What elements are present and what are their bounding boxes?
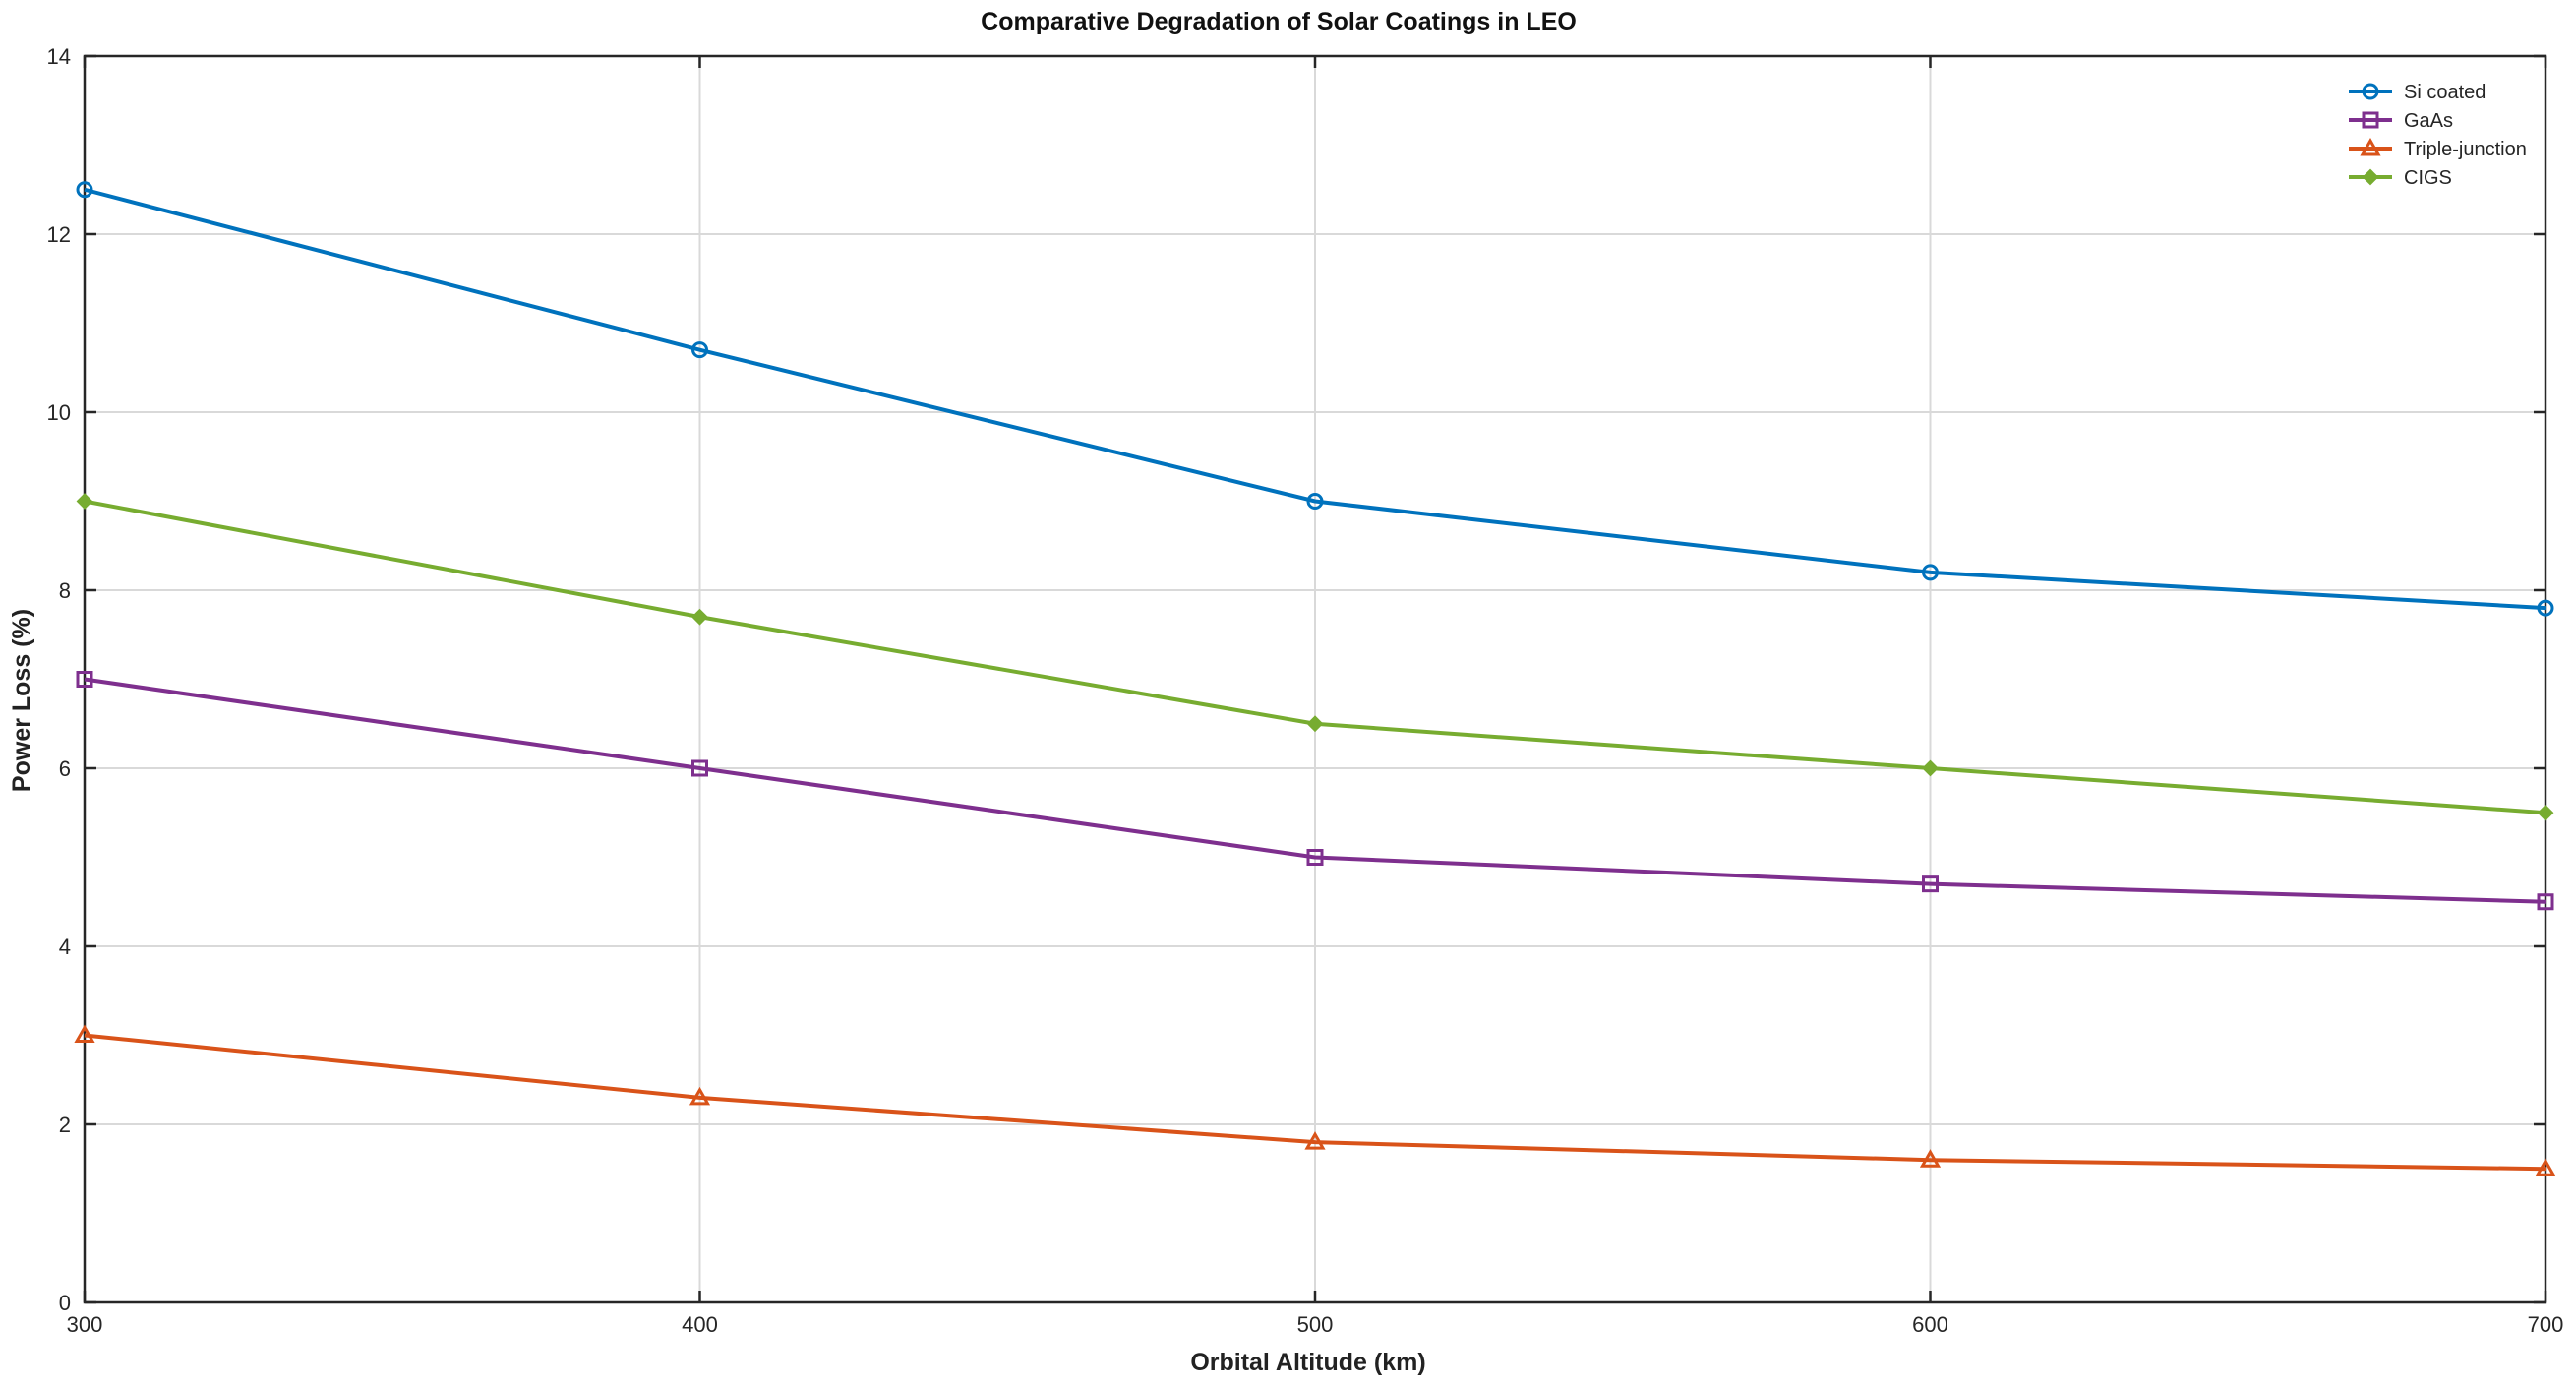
- series-triple-junction: [74, 1024, 2556, 1176]
- data-point-gaas: [1922, 875, 1939, 893]
- series-si-coated: [76, 181, 2554, 617]
- grid-layer: [85, 56, 2546, 1302]
- data-point-triple-junction: [1304, 1131, 1326, 1150]
- y-tick-label: 10: [47, 400, 71, 425]
- x-tick-label: 300: [67, 1312, 103, 1337]
- data-point-si-coated: [691, 341, 708, 359]
- legend: Si coated GaAs Triple-junction CIGS: [2349, 82, 2527, 189]
- legend-label: CIGS: [2404, 167, 2452, 189]
- data-point-cigs: [691, 608, 708, 626]
- x-tick-label: 500: [1297, 1312, 1334, 1337]
- y-tick-label: 12: [47, 222, 71, 247]
- legend-item-si-coated: Si coated: [2349, 82, 2486, 103]
- legend-label: Triple-junction: [2404, 139, 2527, 160]
- legend-item-triple-junction: Triple-junction: [2349, 137, 2527, 160]
- series-line-si-coated: [84, 187, 2546, 611]
- data-point-si-coated: [1306, 493, 1324, 510]
- series-line-triple-junction: [84, 1033, 2546, 1172]
- data-point-gaas: [691, 759, 708, 777]
- y-tick-label: 4: [59, 935, 71, 959]
- y-tick-label: 2: [59, 1113, 71, 1137]
- legend-marker: [2362, 83, 2379, 100]
- series-layer: [74, 181, 2556, 1176]
- data-point-si-coated: [2537, 599, 2554, 617]
- legend-marker: [2360, 137, 2381, 156]
- x-tick-label: 400: [682, 1312, 718, 1337]
- data-point-cigs: [1922, 759, 1939, 777]
- y-tick-label: 6: [59, 756, 71, 781]
- axes-layer: 0 2 4 6 8 10 12 14 300 400 500 600 700: [47, 44, 2564, 1337]
- legend-marker: [2362, 111, 2379, 129]
- data-point-gaas: [2537, 893, 2554, 911]
- chart-title: Comparative Degradation of Solar Coating…: [981, 8, 1577, 35]
- y-tick-label: 8: [59, 578, 71, 603]
- series-cigs: [76, 493, 2554, 821]
- data-point-cigs: [1306, 715, 1324, 733]
- legend-item-cigs: CIGS: [2349, 167, 2452, 189]
- y-tick-label: 14: [47, 44, 71, 69]
- x-tick-label: 700: [2528, 1312, 2564, 1337]
- data-point-triple-junction: [74, 1024, 95, 1043]
- data-point-cigs: [2537, 804, 2554, 821]
- legend-item-gaas: GaAs: [2349, 110, 2453, 132]
- data-point-gaas: [1306, 849, 1324, 866]
- data-point-triple-junction: [2535, 1158, 2556, 1176]
- data-point-triple-junction: [1919, 1149, 1942, 1168]
- data-point-cigs: [76, 493, 93, 510]
- y-tick-label: 0: [59, 1291, 71, 1315]
- data-point-si-coated: [76, 181, 93, 199]
- legend-label: Si coated: [2404, 82, 2486, 103]
- data-point-gaas: [76, 671, 93, 688]
- data-point-si-coated: [1922, 564, 1939, 581]
- series-line-gaas: [84, 677, 2546, 904]
- x-axis-label: Orbital Altitude (km): [1190, 1349, 1425, 1376]
- data-point-triple-junction: [689, 1086, 711, 1106]
- x-tick-label: 600: [1912, 1312, 1948, 1337]
- y-axis-label: Power Loss (%): [8, 609, 35, 792]
- legend-marker: [2362, 168, 2379, 186]
- series-gaas: [76, 671, 2554, 911]
- legend-label: GaAs: [2404, 110, 2453, 132]
